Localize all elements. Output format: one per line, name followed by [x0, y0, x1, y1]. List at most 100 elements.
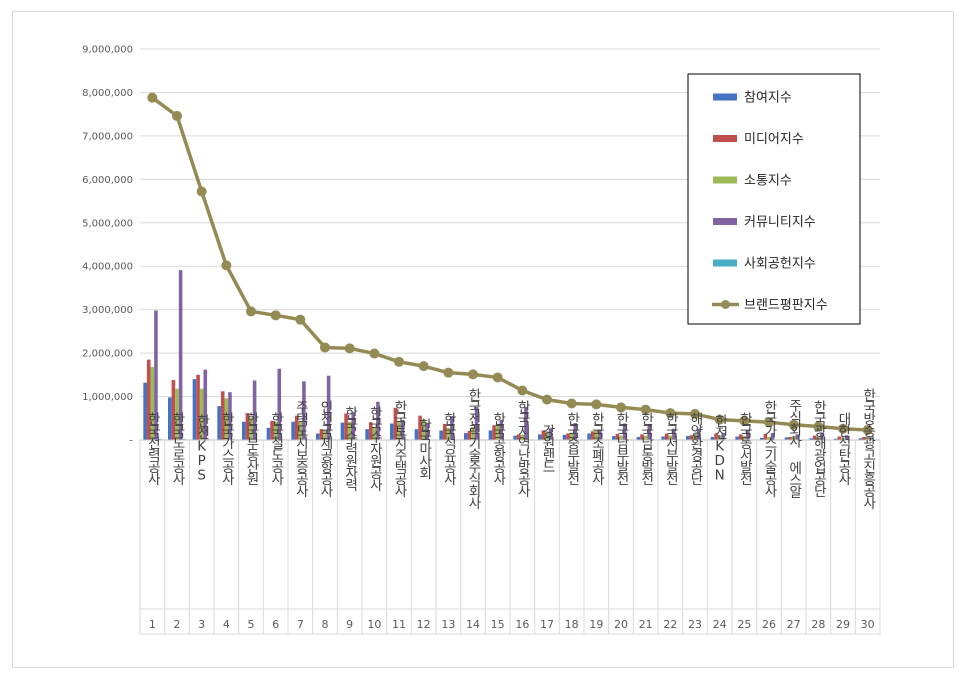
bar [545, 431, 549, 440]
rank-label: 10 [367, 618, 381, 631]
bar [590, 431, 595, 440]
bar [664, 433, 669, 440]
line-point [270, 310, 281, 321]
category-label: 한국서부발전 [662, 412, 678, 486]
bar [326, 375, 331, 440]
category-label: 한국전력기술주식회사 [465, 388, 481, 510]
bar [816, 437, 821, 440]
bar [612, 436, 616, 440]
gridlines [140, 48, 880, 398]
legend-line-marker [721, 300, 730, 309]
bar [538, 434, 542, 440]
y-tick-label: 4,000,000 [82, 262, 133, 273]
rank-label: 5 [248, 618, 255, 631]
line-point [813, 421, 824, 432]
bar [368, 422, 373, 440]
rank-label: 2 [174, 618, 181, 631]
bar [516, 434, 521, 440]
bar [770, 433, 775, 440]
bar [636, 436, 641, 440]
bar [316, 433, 320, 440]
category-label: 한국동서발전 [736, 412, 752, 486]
bar [397, 421, 401, 440]
bar [203, 369, 208, 440]
line-point [665, 408, 676, 419]
line-point [320, 342, 330, 353]
rank-label: 30 [861, 618, 875, 631]
rank-label: 4 [223, 618, 230, 631]
category-label: 한국가스기술공사 [761, 400, 777, 498]
rank-label: 12 [417, 618, 431, 631]
category-label: 한국가스공사 [218, 412, 234, 486]
rank-label: 11 [392, 618, 406, 631]
bar [735, 436, 739, 440]
bar [562, 434, 567, 440]
category-label: 한국철도공사 [268, 412, 284, 486]
bar [862, 436, 866, 440]
y-tick-label: - [129, 436, 133, 447]
bar [837, 436, 842, 440]
category-label: 주택도시보증공사 [292, 400, 308, 498]
bar [474, 406, 479, 440]
category-label: 한국조폐공사 [588, 412, 604, 486]
bar [344, 413, 348, 440]
bar [661, 436, 665, 440]
bar [245, 413, 250, 440]
rank-label: 29 [836, 618, 850, 631]
bar [791, 436, 796, 440]
legend-box [687, 73, 861, 325]
bar [548, 428, 553, 440]
bar [471, 426, 475, 440]
y-tick-label: 9,000,000 [82, 45, 133, 56]
legend-swatch [713, 93, 737, 101]
bar [442, 423, 447, 440]
bar [273, 421, 278, 440]
bar [742, 436, 747, 440]
category-label: 한국수력원자력 [342, 406, 358, 492]
category-label: 한국석유공사 [440, 412, 456, 486]
rank-label: 14 [466, 618, 480, 631]
line-point [147, 92, 158, 103]
bar [294, 415, 299, 440]
bar [865, 437, 870, 440]
bar [795, 434, 800, 440]
legend-label: 참여지수 [744, 91, 792, 106]
bar [425, 422, 430, 440]
category-label: 강원랜드 [539, 424, 555, 472]
bar [693, 433, 697, 440]
rank-label: 7 [297, 618, 304, 631]
bar [168, 397, 172, 440]
rank-label: 16 [515, 618, 529, 631]
bar [615, 433, 620, 440]
bar [175, 388, 179, 440]
line-point [640, 404, 651, 415]
rank-label: 22 [663, 618, 677, 631]
line-point [443, 367, 454, 378]
bar [446, 427, 451, 440]
bar [347, 421, 352, 440]
line-point [566, 398, 577, 409]
chart-frame: - 1,000,000 2,000,000 3,000,000 4,000,000 5,0… [12, 11, 954, 668]
legend-swatch [713, 176, 737, 184]
bar [365, 429, 369, 440]
line-point [517, 385, 528, 396]
x-axis: 한국전력공사 1 한국도로공사 2 한전KPS 3 한국가스공사 4 한국부동산원 5 한국철도공사… [139, 388, 881, 635]
rank-label: 26 [762, 618, 776, 631]
line-point [739, 415, 750, 426]
line-point [246, 306, 256, 317]
y-tick-label: 1,000,000 [82, 392, 133, 403]
rank-label: 21 [639, 618, 653, 631]
bar [249, 417, 253, 440]
rank-label: 25 [737, 618, 751, 631]
legend-label: 미디어지수 [744, 132, 804, 147]
rank-label: 24 [713, 618, 727, 631]
line-point [172, 110, 182, 121]
bar [302, 381, 306, 440]
bar [767, 436, 771, 440]
rank-label: 27 [787, 618, 801, 631]
bar [178, 270, 183, 440]
bar [196, 374, 200, 440]
category-label: 한전KPS [194, 414, 210, 482]
bar [784, 437, 789, 440]
bar [414, 429, 419, 440]
